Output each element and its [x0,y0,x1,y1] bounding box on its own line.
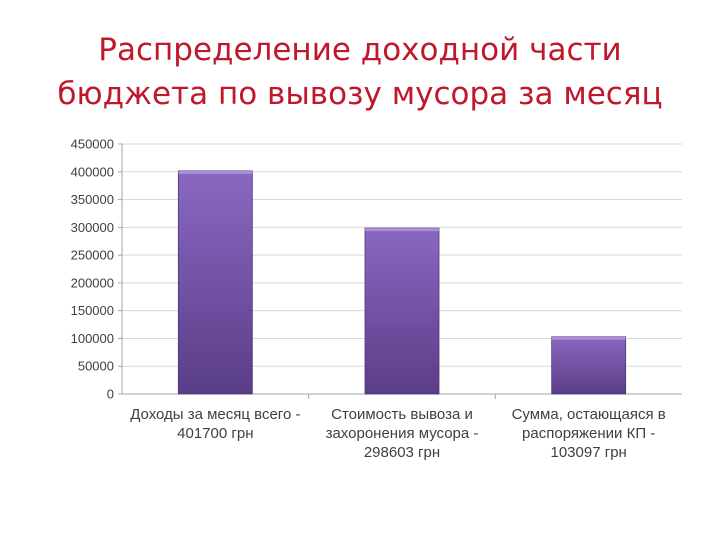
bar-highlight [551,336,626,340]
y-tick-label: 250000 [71,248,114,263]
bar [551,336,627,395]
bar-highlight [365,228,439,232]
bar-chart: 0 50000 100000 150000 200000 250000 300000 3500… [71,137,682,461]
chart-title-line-1: Распределение доходной части [98,32,622,68]
y-tick-label: 400000 [71,164,114,179]
y-tick-label: 350000 [71,192,114,207]
x-category-label: 298603 грн [364,444,440,461]
y-tick-label: 150000 [71,303,114,318]
x-category-label: 103097 грн [551,444,627,461]
bar-highlight [178,170,253,174]
y-tick-label: 100000 [71,331,114,346]
y-tick-label: 450000 [71,137,114,152]
x-category-label: Сумма, остающаяся в [512,406,666,423]
x-category-label: Доходы за месяц всего - [130,406,300,423]
y-tick-label: 50000 [78,359,114,374]
x-category-label: захоронения мусора - [326,425,479,442]
y-tick-label: 300000 [71,220,114,235]
y-tick-label: 200000 [71,275,114,290]
x-category-label: Стоимость вывоза и [331,406,473,423]
chart-title: Распределение доходной части бюджета по … [20,28,700,116]
x-category-label: распоряжении КП - [522,425,655,442]
y-tick-label: 0 [107,387,114,402]
bar [364,227,440,395]
x-category-label: 401700 грн [177,425,253,442]
chart-area: 0 50000 100000 150000 200000 250000 300000 3500… [34,130,690,470]
bar [177,170,253,395]
chart-title-line-2: бюджета по вывозу мусора за месяц [57,76,663,112]
